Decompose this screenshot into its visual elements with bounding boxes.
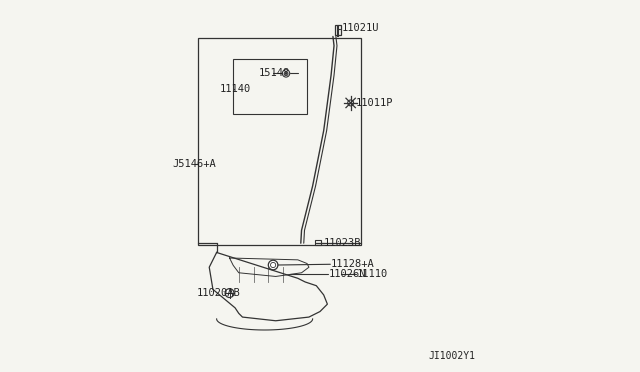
Circle shape [285,72,287,74]
Text: 11021U: 11021U [341,23,379,33]
Text: 11140: 11140 [220,84,251,94]
Circle shape [225,289,234,298]
Text: 15148: 15148 [259,68,291,78]
Circle shape [348,100,353,106]
Text: JI1002Y1: JI1002Y1 [428,352,475,361]
Text: 11020AB: 11020AB [196,288,240,298]
Text: 11011P: 11011P [356,98,394,108]
Text: J5146+A: J5146+A [172,159,216,169]
Bar [316,240,321,245]
Circle shape [268,260,278,270]
Bar [198,38,360,245]
Circle shape [282,70,290,77]
Bar [233,59,307,114]
Text: 11110: 11110 [357,269,388,279]
Bar [335,25,341,35]
Text: 11023B: 11023B [324,238,361,248]
Text: 11128+A: 11128+A [331,259,375,269]
Text: 11026N: 11026N [328,269,366,279]
